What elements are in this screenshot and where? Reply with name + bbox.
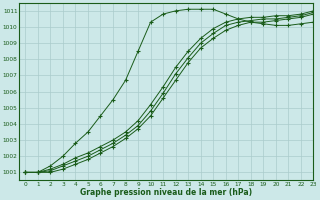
X-axis label: Graphe pression niveau de la mer (hPa): Graphe pression niveau de la mer (hPa) xyxy=(80,188,252,197)
